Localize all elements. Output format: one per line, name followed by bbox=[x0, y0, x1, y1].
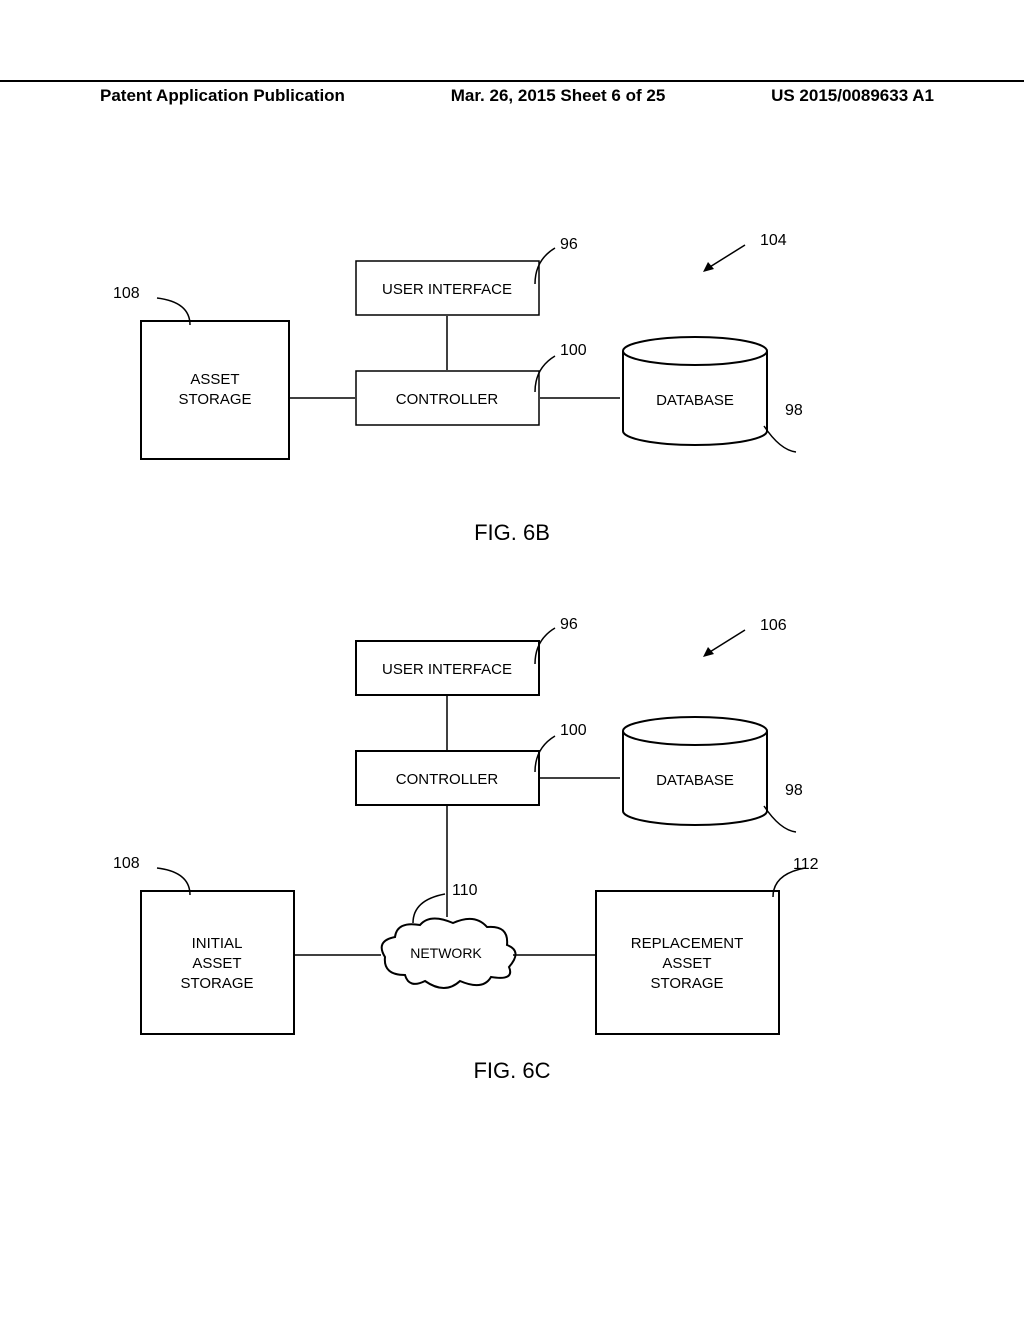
page: Patent Application Publication Mar. 26, … bbox=[0, 0, 1024, 1320]
edges-6c bbox=[0, 0, 1024, 1100]
fig-6c-caption: FIG. 6C bbox=[0, 1058, 1024, 1084]
